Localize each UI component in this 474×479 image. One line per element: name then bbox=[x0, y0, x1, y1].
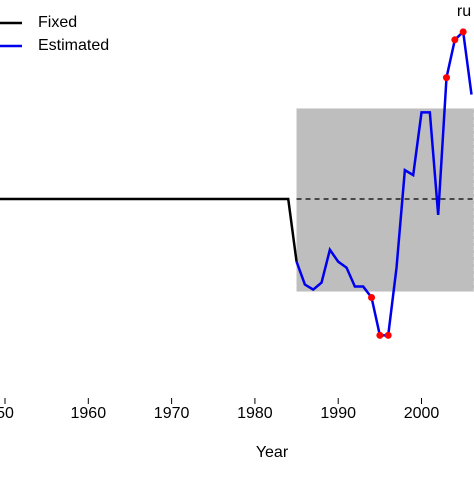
x-tick-label: 1990 bbox=[320, 405, 356, 422]
x-tick-label: 1980 bbox=[237, 405, 273, 422]
highlight-point bbox=[443, 74, 451, 82]
series-line bbox=[0, 197, 298, 262]
highlight-point bbox=[459, 28, 467, 36]
x-tick-label: 1960 bbox=[71, 405, 107, 422]
x-axis-label: Year bbox=[256, 444, 289, 461]
highlight-point bbox=[376, 331, 384, 339]
confidence-band bbox=[296, 107, 474, 293]
x-tick-label: 1970 bbox=[154, 405, 190, 422]
annotation: ru bbox=[457, 3, 471, 20]
legend-label: Estimated bbox=[38, 37, 109, 54]
legend-label: Fixed bbox=[38, 14, 77, 31]
series-line bbox=[295, 29, 473, 337]
x-tick-label: 2000 bbox=[404, 405, 440, 422]
x-tick-label: 50 bbox=[0, 405, 14, 422]
highlight-point bbox=[451, 36, 459, 44]
highlight-point bbox=[368, 294, 376, 302]
highlight-point bbox=[384, 331, 392, 339]
